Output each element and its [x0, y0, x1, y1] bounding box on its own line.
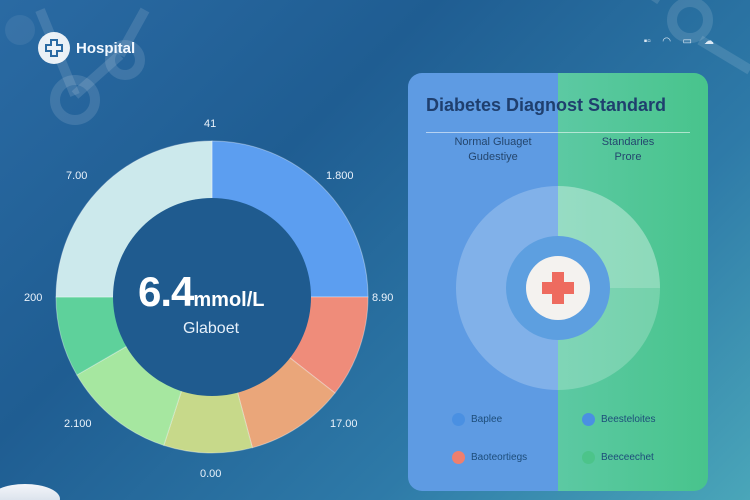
battery-icon: ▭	[682, 36, 692, 47]
panel-ring-graphic	[456, 186, 660, 390]
hospital-cross-icon	[38, 32, 70, 64]
column-normal-line-2: Gudestiye	[468, 151, 518, 163]
glucose-number: 6.4	[138, 268, 194, 315]
donut-center	[113, 198, 311, 396]
legend-label-4: Beeceechet	[601, 452, 654, 463]
column-standard-line-2: Prore	[614, 151, 642, 163]
signal-icon: ▪▫	[643, 36, 651, 47]
column-normal-line-1: Normal Gluaget	[454, 136, 532, 148]
medical-cross-icon	[542, 272, 574, 304]
legend-item-2: Beesteloites	[582, 413, 655, 426]
cloud-icon: ☁	[704, 36, 714, 47]
tick-bottom-left: 2.100	[64, 418, 92, 430]
tick-top-right: 1.800	[326, 170, 354, 182]
brand-label: Hospital	[76, 39, 136, 57]
panel-title: Diabetes Diagnost Standard	[426, 95, 667, 115]
tick-right: 8.90	[372, 292, 394, 304]
legend-label-1: Baplee	[471, 414, 503, 425]
legend-item-4: Beeceechet	[582, 451, 654, 464]
legend-dot-blue	[452, 413, 465, 426]
brand[interactable]: Hospital	[38, 32, 135, 64]
column-normal-heading: Normal Gluaget Gudestiye	[438, 135, 548, 165]
tick-left: 200	[24, 292, 43, 304]
tick-top-left: 7.00	[66, 170, 88, 182]
tick-bottom: 0.00	[200, 468, 222, 480]
legend-label-3: Baoteortiegs	[471, 452, 528, 463]
tick-top: 41	[204, 118, 217, 130]
legend-label-2: Beesteloites	[601, 414, 656, 425]
diabetes-standard-panel: Diabetes Diagnost Standard Normal Gluage…	[408, 73, 708, 491]
legend-dot-coral	[452, 451, 465, 464]
panel-divider	[426, 132, 690, 133]
glucose-label: Glaboet	[183, 320, 240, 337]
legend-dot-blue-2	[582, 413, 595, 426]
legend-item-1: Baplee	[452, 413, 502, 426]
glucose-unit: mmol/L	[193, 289, 265, 311]
pill-graphic	[0, 484, 60, 500]
column-standard-heading: Standaries Prore	[573, 135, 683, 165]
status-bar: ▪▫ ◜◝ ▭ ☁	[644, 36, 714, 47]
wifi-icon: ◜◝	[662, 36, 671, 47]
legend-dot-green	[582, 451, 595, 464]
tick-bottom-right: 17.00	[330, 418, 358, 430]
legend-item-3: Baoteortiegs	[452, 451, 527, 464]
glucose-value: 6.4mmol/L	[138, 268, 265, 316]
column-standard-line-1: Standaries	[601, 136, 655, 148]
